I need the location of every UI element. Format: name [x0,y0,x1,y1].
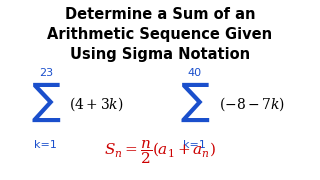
Text: k=1: k=1 [34,140,57,150]
Text: $S_n = \dfrac{n}{2}(a_1 + a_n)$: $S_n = \dfrac{n}{2}(a_1 + a_n)$ [104,138,216,166]
Text: $(4+3k)$: $(4+3k)$ [69,95,124,113]
Text: Determine a Sum of an: Determine a Sum of an [65,7,255,22]
Text: 23: 23 [39,68,53,78]
Text: Arithmetic Sequence Given: Arithmetic Sequence Given [47,27,273,42]
Text: $\sum$: $\sum$ [180,81,210,124]
Text: 40: 40 [188,68,202,78]
Text: $(-8-7k)$: $(-8-7k)$ [219,95,285,113]
Text: Using Sigma Notation: Using Sigma Notation [70,48,250,62]
Text: k=1: k=1 [183,140,206,150]
Text: $\sum$: $\sum$ [31,81,61,124]
